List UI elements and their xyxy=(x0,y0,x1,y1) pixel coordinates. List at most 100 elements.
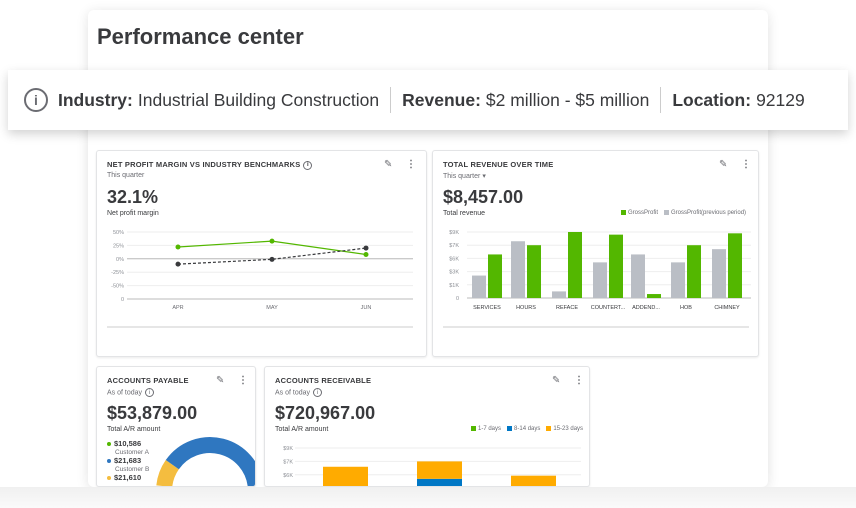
divider xyxy=(390,87,392,113)
legend-item: GrossProfit xyxy=(621,210,658,216)
pencil-icon[interactable]: ✎ xyxy=(719,159,728,170)
payable-donut-chart xyxy=(156,437,255,486)
bar xyxy=(647,294,661,298)
metric-label: Net profit margin xyxy=(107,210,159,217)
bar xyxy=(472,275,486,298)
y-tick-label: -50% xyxy=(111,284,124,290)
receivable-bar-chart: $9K$7K$6K$3K xyxy=(283,446,581,486)
x-tick-label: HOB xyxy=(680,305,692,311)
bar xyxy=(687,245,701,298)
business-info-banner: i Industry: Industrial Building Construct… xyxy=(8,70,848,130)
period: This quarter xyxy=(107,172,145,179)
period: As of today xyxy=(107,389,143,397)
payable-item: $21,610 xyxy=(107,474,141,483)
bar xyxy=(552,291,566,298)
series-line xyxy=(177,247,367,265)
y-tick-label: $9K xyxy=(449,230,459,236)
card-title: ACCOUNTS PAYABLE xyxy=(107,376,189,385)
info-icon[interactable]: i xyxy=(313,388,323,397)
bar-segment xyxy=(323,466,368,486)
pencil-icon[interactable]: ✎ xyxy=(216,375,225,386)
location-value: 92129 xyxy=(756,89,805,110)
more-icon[interactable]: ⋮ xyxy=(238,375,248,386)
y-tick-label: $6K xyxy=(283,473,293,479)
bar xyxy=(568,232,582,298)
data-point xyxy=(269,238,275,244)
metric-value: $8,457.00 xyxy=(443,187,524,207)
metric-label: Total A/R amount xyxy=(107,426,161,433)
data-point xyxy=(269,256,275,262)
bar xyxy=(593,262,607,298)
bar xyxy=(609,234,623,298)
x-tick-label: MAY xyxy=(266,305,278,311)
y-tick-label: $3K xyxy=(449,270,459,276)
data-point xyxy=(363,252,369,258)
revenue-label: Revenue: xyxy=(402,89,481,110)
info-icon: i xyxy=(24,88,48,112)
chart-legend: GrossProfit GrossProfit(previous period) xyxy=(621,210,746,216)
y-tick-label: 25% xyxy=(113,243,124,249)
x-tick-label: HOURS xyxy=(516,305,536,311)
data-point xyxy=(175,261,181,267)
metric-value: $720,967.00 xyxy=(275,403,376,423)
x-tick-label: SERVICES xyxy=(473,305,501,311)
location-label: Location: xyxy=(672,89,752,110)
bar xyxy=(488,254,502,298)
chart-legend: 1-7 days 8-14 days 15-23 days xyxy=(471,426,583,432)
card-title: TOTAL REVENUE OVER TIME xyxy=(443,160,554,169)
industry-value: Industrial Building Construction xyxy=(137,89,380,110)
x-tick-label: CHIMNEY xyxy=(714,305,740,311)
metric-value: $53,879.00 xyxy=(107,403,198,423)
payable-item: $10,586 Customer A xyxy=(107,440,149,457)
y-tick-label: 50% xyxy=(113,230,124,236)
revenue-bar-chart: $9K $7K $6K $3K $1K 0 SERVICES HOURS REFACE COUNT… xyxy=(443,230,751,328)
info-icon[interactable]: i xyxy=(145,388,155,397)
bar-segment xyxy=(511,475,556,486)
legend-item: GrossProfit(previous period) xyxy=(664,210,746,216)
more-icon[interactable]: ⋮ xyxy=(741,159,751,170)
metric-value: 32.1% xyxy=(107,187,159,207)
legend-item: 15-23 days xyxy=(546,426,583,432)
card-title: NET PROFIT MARGIN VS INDUSTRY BENCHMARKS xyxy=(107,160,301,169)
y-tick-label: -25% xyxy=(111,270,124,276)
x-tick-label: COUNTERT... xyxy=(591,305,626,311)
net-profit-card: NET PROFIT MARGIN VS INDUSTRY BENCHMARKS… xyxy=(96,150,427,357)
x-tick-label: JUN xyxy=(361,305,372,311)
caret-down-icon: ▾ xyxy=(482,173,486,180)
y-tick-label: 0 xyxy=(121,297,124,303)
bar xyxy=(671,262,685,298)
payable-item: $21,683 Customer B xyxy=(107,457,149,474)
info-icon[interactable]: i xyxy=(303,160,313,170)
period-dropdown[interactable]: This quarter ▾ xyxy=(443,173,486,180)
y-tick-label: $7K xyxy=(449,243,459,249)
bar xyxy=(728,233,742,298)
bottom-fade xyxy=(0,487,856,508)
y-tick-label: 0 xyxy=(456,296,459,302)
y-tick-label: $7K xyxy=(283,459,293,465)
bar xyxy=(712,249,726,298)
metric-label: Total A/R amount xyxy=(275,426,329,433)
bar xyxy=(511,241,525,298)
bar xyxy=(527,245,541,298)
legend-item: 8-14 days xyxy=(507,426,540,432)
net-profit-line-chart: 50% 25% 0% -25% -50% 0 APR MAY JUN xyxy=(107,230,413,328)
y-tick-label: $6K xyxy=(449,256,459,262)
metric-label: Total revenue xyxy=(443,210,486,217)
bar-segment xyxy=(417,461,462,479)
pencil-icon[interactable]: ✎ xyxy=(384,159,393,170)
accounts-payable-card: ACCOUNTS PAYABLE As of today i ✎ ⋮ $53,87… xyxy=(96,366,256,487)
data-point xyxy=(363,245,369,251)
period: As of today xyxy=(275,389,311,397)
card-title: ACCOUNTS RECEIVABLE xyxy=(275,376,372,385)
x-tick-label: REFACE xyxy=(556,305,578,311)
pencil-icon[interactable]: ✎ xyxy=(552,375,561,386)
y-tick-label: $9K xyxy=(283,446,293,452)
x-tick-label: ADDEND... xyxy=(632,305,660,311)
more-icon[interactable]: ⋮ xyxy=(406,159,416,170)
more-icon[interactable]: ⋮ xyxy=(574,375,584,386)
donut-segment xyxy=(165,437,255,486)
donut-segment xyxy=(156,460,180,486)
divider xyxy=(660,87,662,113)
bar-segment xyxy=(417,478,462,486)
total-revenue-card: TOTAL REVENUE OVER TIME This quarter ▾ ✎… xyxy=(432,150,759,357)
